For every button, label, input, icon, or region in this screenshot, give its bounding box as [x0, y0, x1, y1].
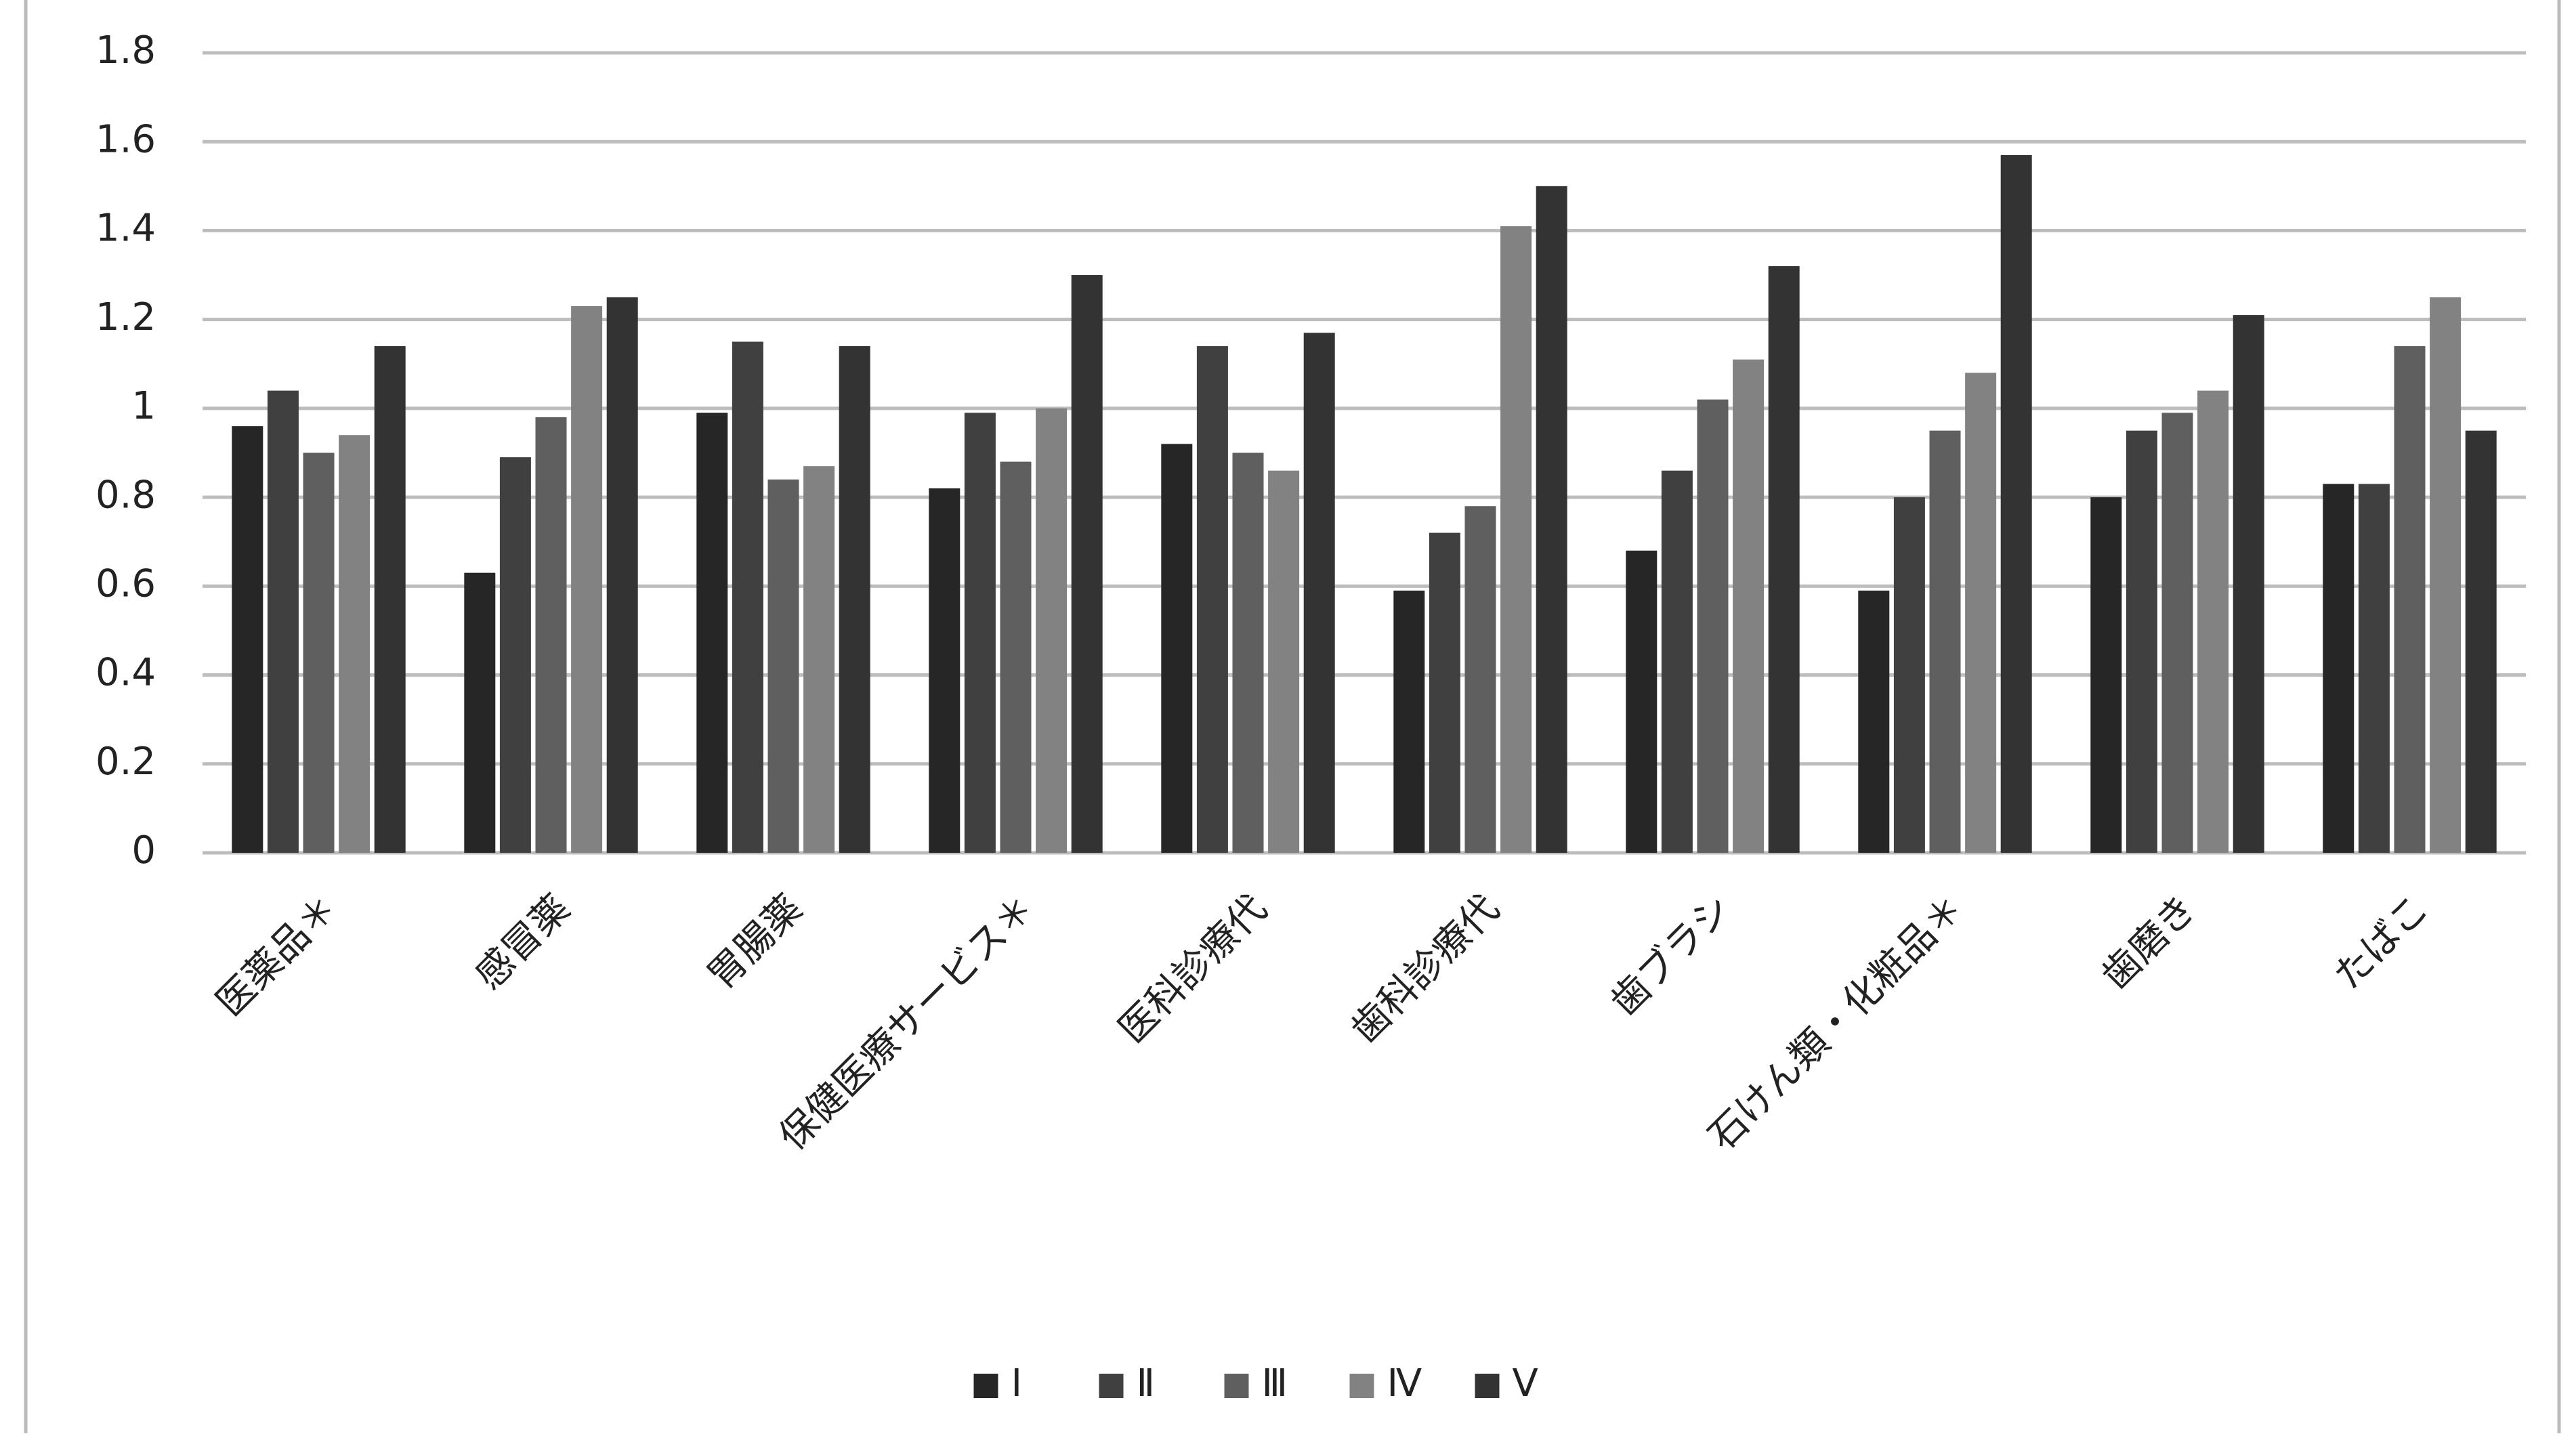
bar — [1626, 550, 1657, 853]
bar — [1500, 226, 1532, 853]
bar — [2394, 346, 2426, 853]
bar — [732, 341, 763, 853]
bar — [803, 466, 835, 853]
bar — [1303, 333, 1335, 853]
legend-swatch — [1224, 1374, 1249, 1398]
legend-label: Ⅴ — [1513, 1361, 1538, 1406]
y-tick-label: 0.4 — [96, 651, 156, 695]
bar — [1232, 452, 1264, 853]
bar — [1965, 373, 1997, 853]
bar — [1000, 461, 1032, 853]
bar — [1893, 497, 1925, 853]
bar — [767, 479, 799, 853]
bar — [2233, 315, 2264, 853]
bar — [1196, 346, 1228, 853]
x-tick-label: 感冒薬 — [467, 887, 578, 998]
bar — [1429, 532, 1460, 853]
bar — [1536, 186, 1567, 853]
bar — [267, 390, 299, 853]
bar — [2465, 430, 2497, 853]
legend-swatch — [1475, 1374, 1500, 1398]
bar — [303, 452, 335, 853]
x-tick-label: 保健医療サービス＊ — [771, 887, 1043, 1159]
x-tick-label: 歯磨き — [2093, 887, 2205, 998]
bar — [606, 297, 638, 853]
y-tick-label: 1.4 — [96, 207, 156, 251]
legend-label: Ⅰ — [1011, 1361, 1023, 1406]
legend-swatch — [1099, 1374, 1124, 1398]
legend-label: Ⅳ — [1387, 1361, 1422, 1406]
bar — [839, 346, 870, 853]
x-tick-label: 歯ブラシ — [1603, 887, 1741, 1025]
chart-frame — [24, 0, 2561, 1436]
bar — [964, 413, 996, 853]
bar — [1268, 470, 1300, 853]
legend-swatch — [973, 1374, 998, 1398]
bar — [1858, 590, 1890, 853]
y-tick-label: 0.6 — [96, 562, 156, 606]
bar — [339, 435, 371, 853]
bar — [232, 426, 263, 853]
bar — [499, 457, 531, 853]
bar — [1661, 470, 1693, 853]
bar — [2197, 390, 2229, 853]
bar — [1697, 399, 1729, 853]
bar — [2358, 484, 2390, 853]
y-tick-label: 0 — [131, 828, 156, 872]
bar — [374, 346, 406, 853]
x-tick-label: 歯科診療代 — [1343, 887, 1508, 1052]
bar — [1393, 590, 1425, 853]
bar — [464, 572, 496, 853]
bar — [571, 305, 603, 853]
x-tick-label: たばこ — [2325, 887, 2437, 998]
bar — [1464, 506, 1496, 853]
bar — [535, 417, 567, 853]
bar — [2090, 497, 2122, 853]
y-tick-label: 0.8 — [96, 473, 156, 517]
bar — [2323, 484, 2355, 853]
legend-label: Ⅲ — [1262, 1361, 1288, 1406]
bar — [2000, 154, 2032, 853]
legend-swatch — [1349, 1374, 1374, 1398]
bar — [1071, 275, 1103, 853]
x-tick-label: 医科診療代 — [1110, 887, 1275, 1052]
bar — [1161, 444, 1193, 853]
bar — [1733, 359, 1765, 853]
bar — [1929, 430, 1961, 853]
bar — [1768, 266, 1800, 853]
bar — [696, 413, 728, 853]
y-tick-label: 1 — [131, 384, 156, 428]
y-tick-label: 0.2 — [96, 740, 156, 784]
bar — [1036, 408, 1068, 853]
x-tick-label: 胃腸薬 — [699, 887, 811, 998]
y-tick-label: 1.2 — [96, 295, 156, 339]
legend-label: Ⅱ — [1137, 1361, 1156, 1406]
x-tick-label: 医薬品＊ — [208, 887, 346, 1025]
y-tick-label: 1.8 — [96, 28, 156, 72]
x-tick-label: 石けん類・化粧品＊ — [1700, 887, 1972, 1159]
bar — [929, 488, 960, 853]
bar — [2430, 297, 2462, 853]
y-tick-label: 1.6 — [96, 117, 156, 161]
bar — [2161, 413, 2193, 853]
bar — [2126, 430, 2157, 853]
